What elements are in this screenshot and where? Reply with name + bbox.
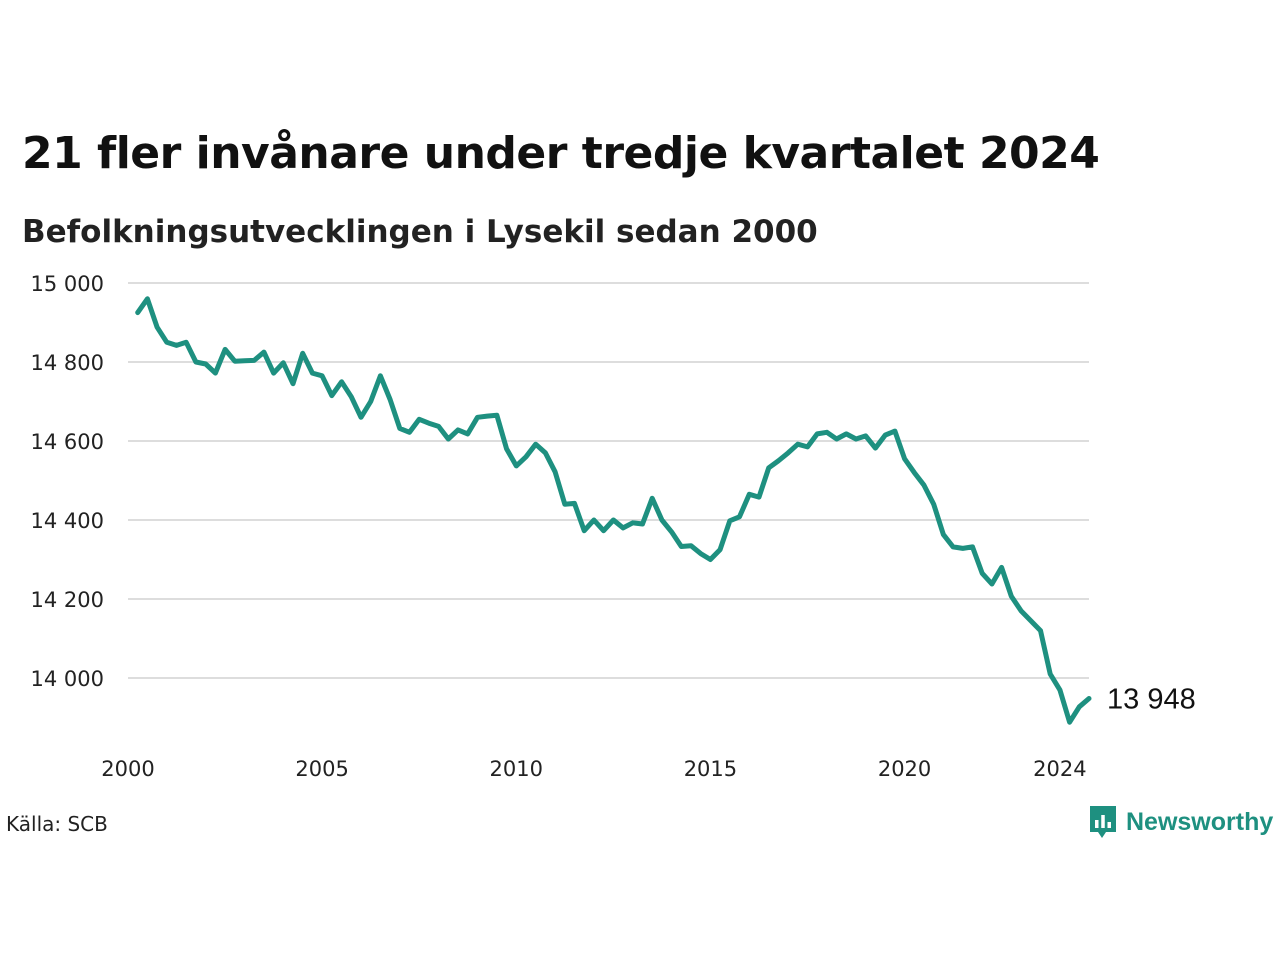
y-tick-label: 14 400 xyxy=(31,509,104,533)
y-axis-ticks: 14 000 14 200 14 400 14 600 14 800 15 000 xyxy=(31,272,104,691)
brand-logo: Newsworthy xyxy=(1088,804,1273,840)
x-tick-label: 2010 xyxy=(490,757,543,781)
y-tick-label: 14 600 xyxy=(31,430,104,454)
y-tick-label: 14 200 xyxy=(31,588,104,612)
x-tick-label: 2015 xyxy=(684,757,737,781)
series-line xyxy=(135,296,1092,725)
y-tick-label: 15 000 xyxy=(31,272,104,296)
y-tick-label: 14 800 xyxy=(31,351,104,375)
chart-title: 21 fler invånare under tredje kvartalet … xyxy=(22,128,1100,179)
gridlines xyxy=(128,282,1089,679)
chart-bubble-icon xyxy=(1090,806,1116,838)
x-tick-label: 2000 xyxy=(101,757,154,781)
series-group xyxy=(135,296,1092,725)
x-tick-label: 2020 xyxy=(878,757,931,781)
x-tick-label: 2024 xyxy=(1033,757,1086,781)
brand-name: Newsworthy xyxy=(1126,807,1274,836)
source-note: Källa: SCB xyxy=(6,812,108,836)
chart-subtitle: Befolkningsutvecklingen i Lysekil sedan … xyxy=(22,214,818,250)
end-value-label: 13 948 xyxy=(1107,684,1196,716)
y-tick-label: 14 000 xyxy=(31,667,104,691)
x-tick-label: 2005 xyxy=(295,757,348,781)
x-axis-ticks: 2000 2005 2010 2015 2020 2024 xyxy=(101,757,1086,781)
